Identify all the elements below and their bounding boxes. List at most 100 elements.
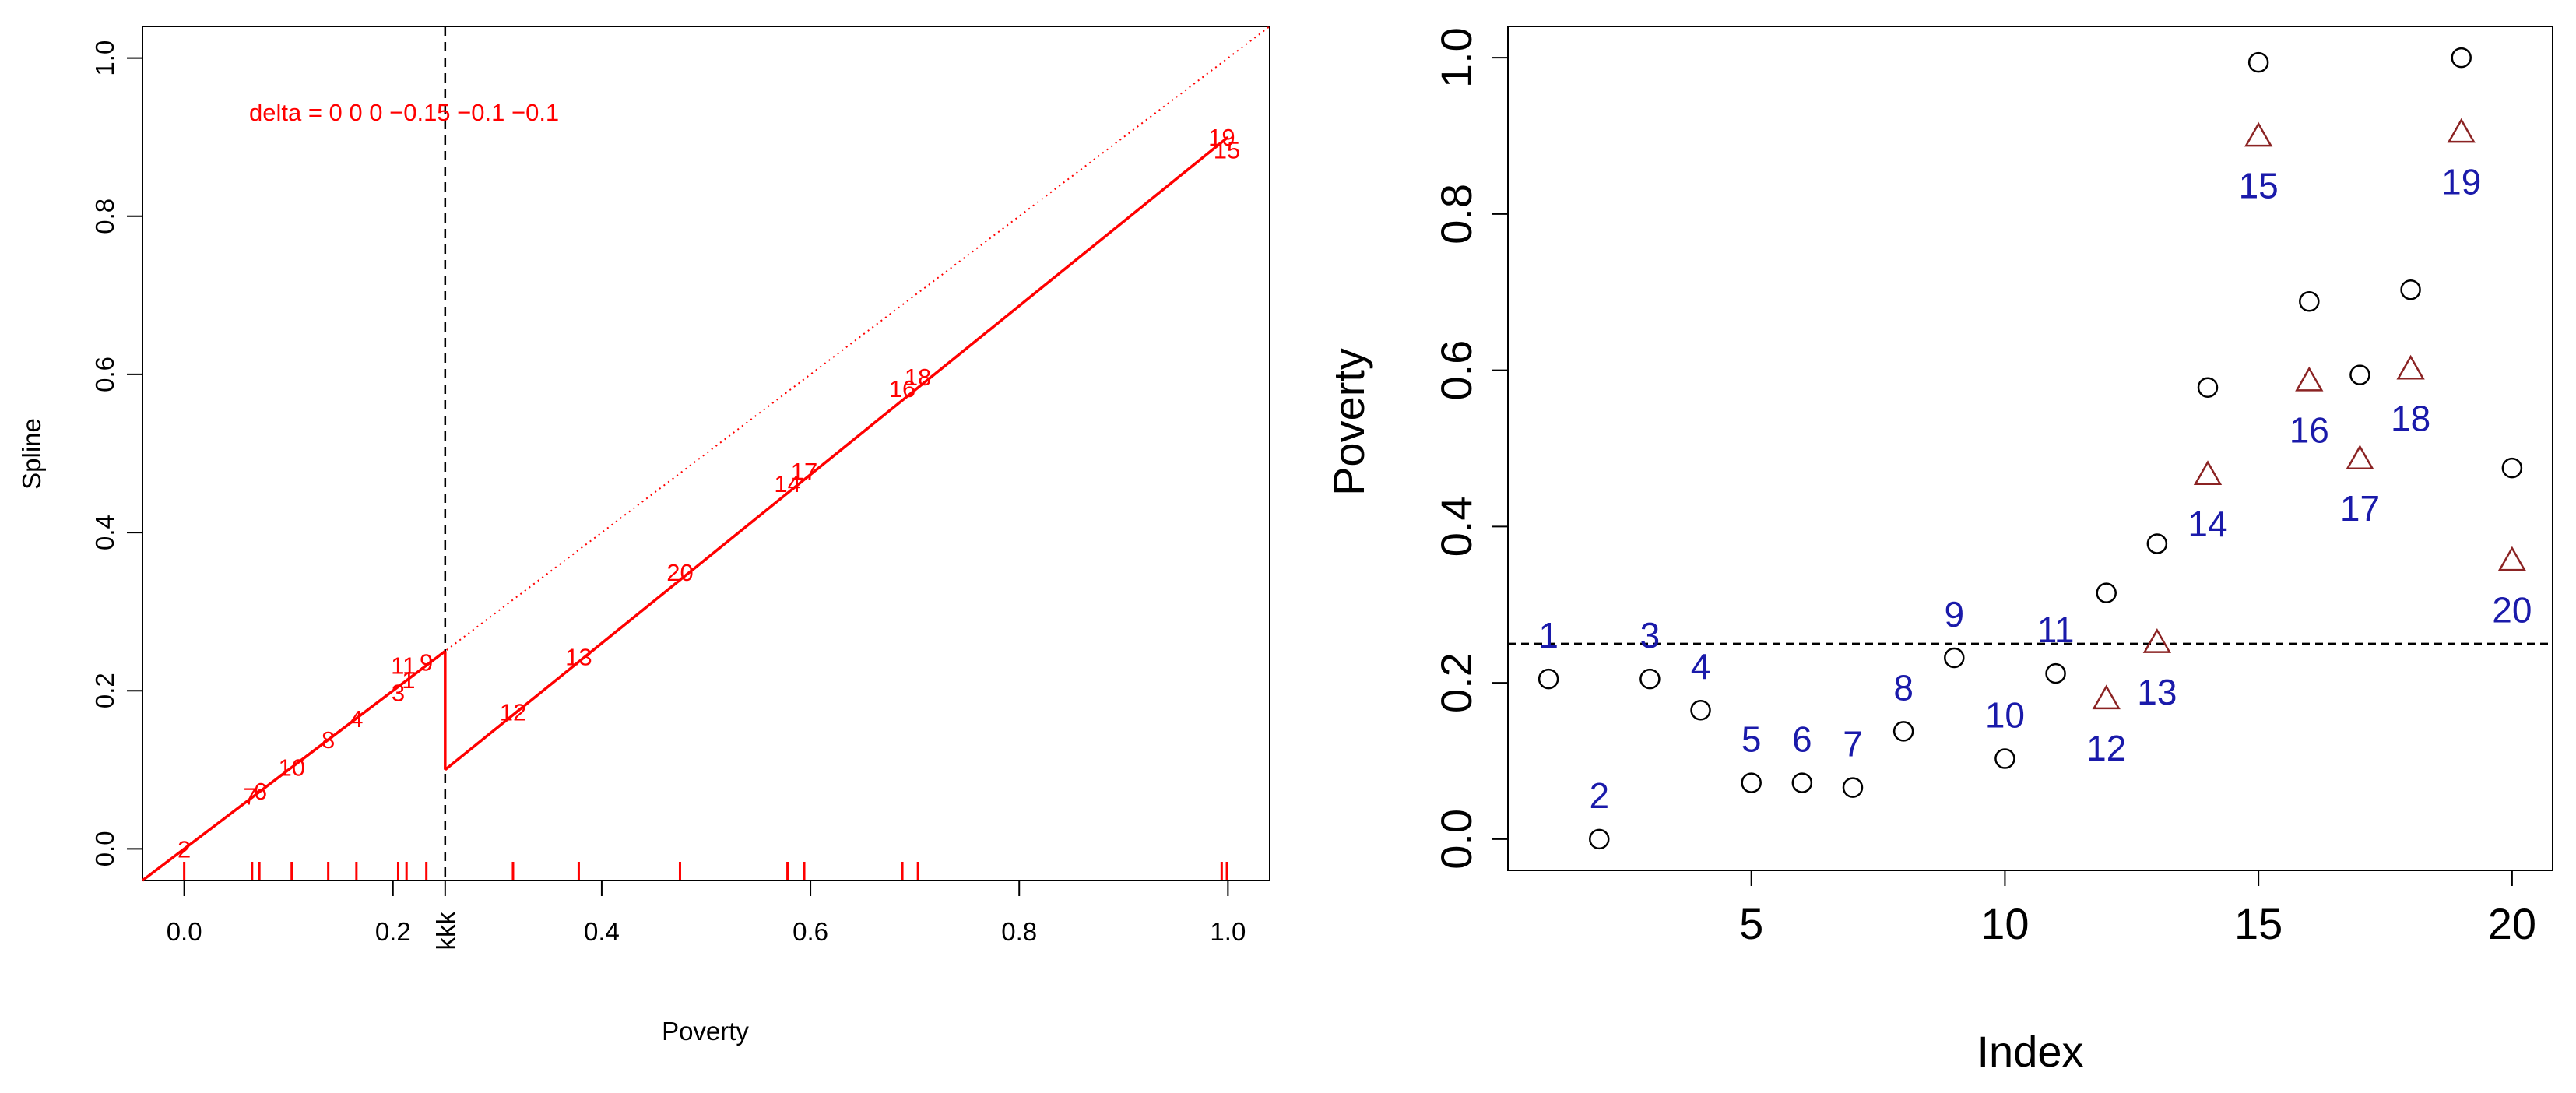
triangle-point	[2295, 366, 2324, 392]
triangle-point	[2447, 118, 2476, 143]
triangle-point	[2396, 354, 2425, 380]
point-label: 6	[254, 778, 267, 805]
point-label: 12	[500, 699, 526, 726]
left-annotation: delta = 0 0 0 −0.15 −0.1 −0.1	[249, 99, 559, 126]
index-label: 20	[2492, 590, 2532, 631]
point-label: 15	[1214, 136, 1240, 163]
left-x-tick-label: 0.4	[584, 917, 620, 946]
index-label: 12	[2086, 728, 2126, 768]
point-label: 9	[420, 649, 433, 677]
circle-point	[1892, 721, 1914, 742]
left-y-tick-label: 0.0	[90, 831, 119, 866]
point-label: 7	[243, 782, 256, 810]
left-x-tick-label: 0.2	[375, 917, 411, 946]
triangle-point	[2497, 546, 2527, 571]
triangle-point	[2142, 628, 2172, 653]
kkk-label: kkk	[431, 912, 460, 951]
index-label: 11	[2037, 610, 2075, 650]
right-y-ticks: 0.0 0.2 0.4 0.6 0.8 1.0	[1432, 27, 1508, 870]
left-x-tick-label: 0.8	[1001, 917, 1037, 946]
circle-point	[1690, 699, 1711, 721]
point-label: 20	[666, 559, 693, 586]
right-y-tick-label: 0.8	[1432, 184, 1481, 244]
left-lines	[141, 26, 1270, 882]
index-label: 6	[1792, 719, 1812, 760]
circle-point	[2045, 662, 2066, 684]
point-label: 8	[322, 726, 335, 754]
index-label: 16	[2290, 410, 2329, 451]
left-y-axis-label: Spline	[17, 418, 46, 490]
right-plot-frame	[1507, 26, 2553, 871]
left-rug	[183, 862, 1228, 880]
point-label: 2	[177, 835, 191, 863]
right-y-tick-label: 0.6	[1432, 340, 1481, 401]
triangle-point	[2244, 121, 2273, 147]
triangle-point	[2092, 684, 2121, 710]
triangle-point	[2346, 445, 2374, 469]
index-label: 2	[1589, 775, 1609, 816]
left-y-ticks: 0.0 0.2 0.4 0.6 0.8 1.0	[90, 40, 142, 866]
circle-point	[1842, 777, 1864, 798]
index-label: 10	[1985, 694, 2025, 735]
left-x-ticks: 0.0 0.2 0.4 0.6 0.8 1.0 kkk	[167, 880, 1246, 951]
index-label: 17	[2340, 488, 2380, 529]
spline-segment	[141, 650, 446, 882]
left-y-tick-label: 0.6	[90, 357, 119, 392]
right-x-tick-label: 20	[2488, 899, 2536, 948]
index-label: 4	[1691, 646, 1711, 687]
circle-point	[2197, 377, 2219, 398]
left-panel: 0.0 0.2 0.4 0.6 0.8 1.0 kkk 0.0 0.2 0.4 0.6 0.8 1.0…	[17, 26, 1270, 1046]
point-label: 10	[278, 754, 304, 782]
point-label: 14	[774, 470, 800, 497]
left-y-tick-label: 0.8	[90, 199, 119, 234]
left-x-tick-label: 1.0	[1210, 917, 1246, 946]
circle-point	[1538, 668, 1559, 690]
right-x-tick-label: 10	[1980, 899, 2029, 948]
index-label: 9	[1944, 594, 1964, 634]
triangle-point	[2193, 460, 2223, 486]
left-x-axis-label: Poverty	[662, 1017, 749, 1046]
circle-point	[2501, 457, 2523, 479]
left-y-tick-label: 1.0	[90, 40, 119, 76]
circle-point	[2096, 582, 2117, 603]
circle-point	[1791, 772, 1813, 793]
spline-segment	[444, 135, 1229, 771]
circle-point	[1589, 828, 1610, 850]
circle-point	[2146, 533, 2168, 554]
right-x-tick-label: 15	[2234, 899, 2283, 948]
index-label: 3	[1640, 615, 1661, 655]
index-label: 13	[2137, 672, 2177, 712]
index-label: 8	[1893, 667, 1914, 708]
index-label: 18	[2391, 399, 2430, 439]
index-label: 15	[2239, 166, 2279, 206]
right-y-tick-label: 1.0	[1432, 27, 1481, 88]
index-label: 19	[2441, 162, 2481, 202]
left-y-tick-label: 0.4	[90, 515, 119, 550]
left-x-tick-label: 0.6	[792, 917, 828, 946]
point-label: 11	[391, 652, 416, 680]
index-label: 1	[1538, 615, 1559, 655]
point-label: 17	[791, 458, 817, 485]
right-x-ticks: 5 10 15 20	[1739, 870, 2536, 948]
index-label: 14	[2188, 504, 2227, 544]
left-y-tick-label: 0.2	[90, 673, 119, 708]
right-y-tick-label: 0.0	[1432, 809, 1481, 870]
right-y-tick-label: 0.2	[1432, 652, 1481, 713]
right-x-axis-label: Index	[1977, 1027, 2084, 1076]
index-label: 7	[1843, 724, 1863, 764]
circle-point	[1639, 668, 1661, 690]
point-label: 18	[905, 364, 931, 391]
circle-point	[2299, 291, 2320, 312]
circle-point	[1741, 772, 1762, 793]
right-y-axis-label: Poverty	[1324, 348, 1373, 496]
right-x-tick-label: 5	[1739, 899, 1763, 948]
point-label: 1	[402, 666, 415, 694]
circle-point	[1944, 647, 1965, 669]
point-label: 16	[889, 375, 915, 402]
index-label: 5	[1741, 719, 1762, 760]
right-y-tick-label: 0.4	[1432, 496, 1481, 557]
